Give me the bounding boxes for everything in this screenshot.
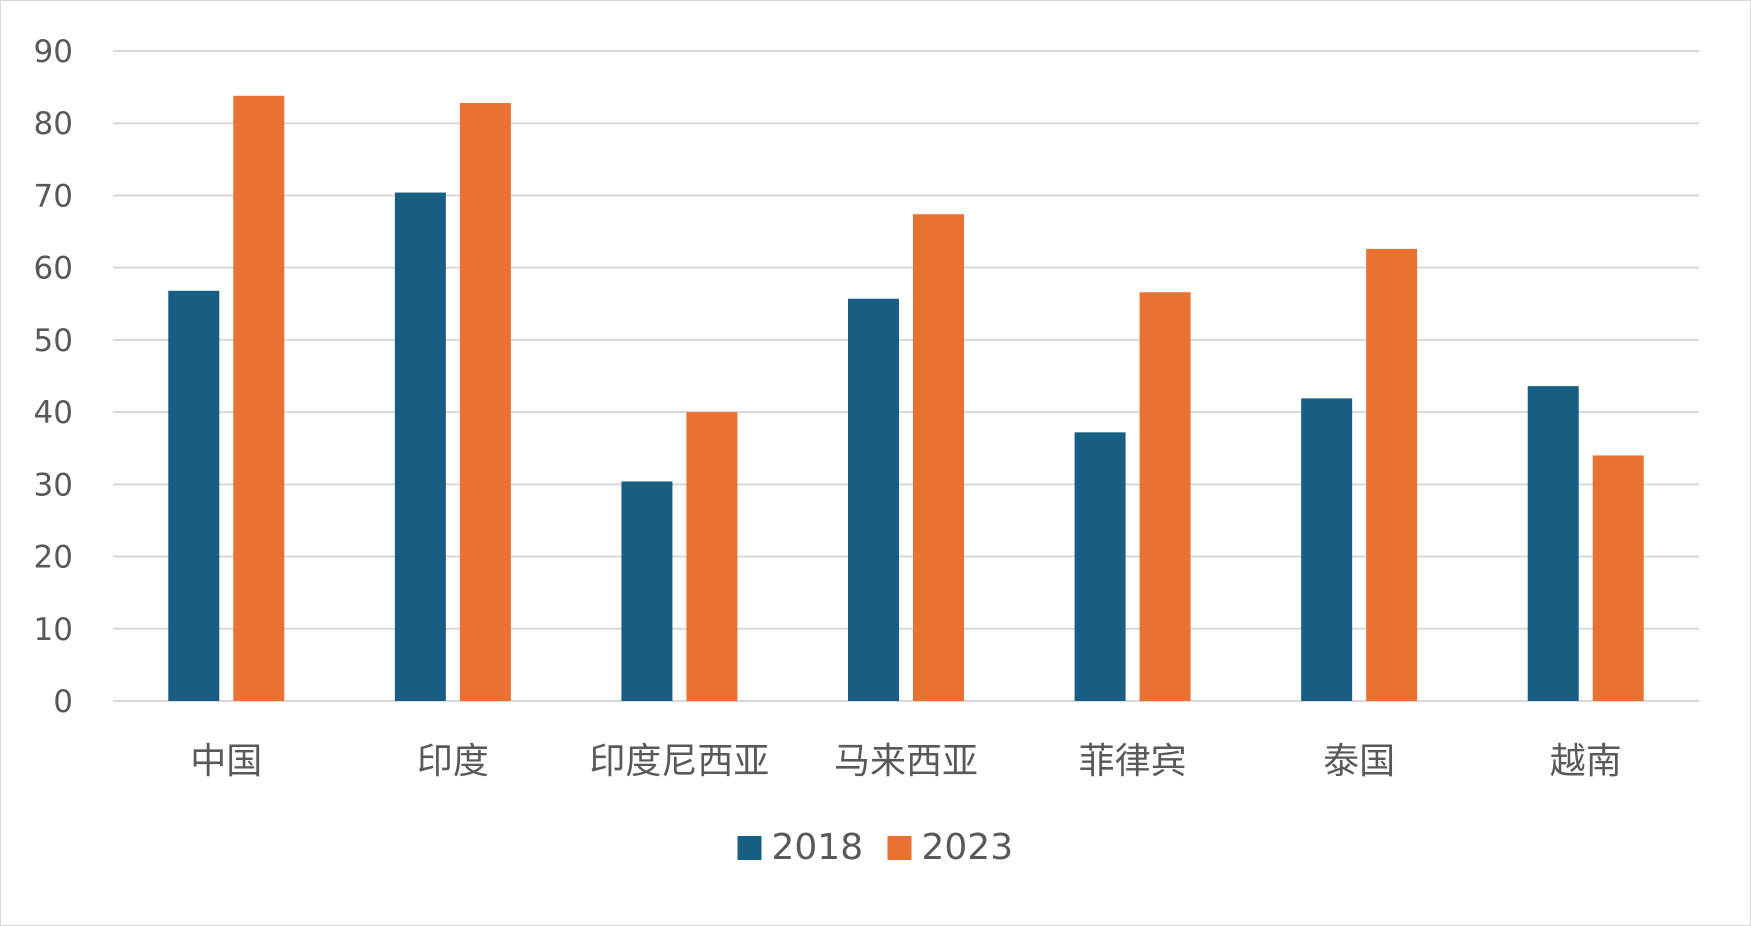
bars xyxy=(168,95,1644,702)
y-tick-label: 0 xyxy=(53,684,73,720)
bar-2023-4 xyxy=(1139,292,1191,701)
y-tick-label: 30 xyxy=(34,467,73,503)
x-category-label: 泰国 xyxy=(1323,741,1395,782)
bar-2023-0 xyxy=(233,95,285,702)
x-category-label: 菲律宾 xyxy=(1079,741,1187,782)
y-axis-ticks: 0 10 20 30 40 50 60 70 80 90 xyxy=(34,34,73,720)
bar-2023-5 xyxy=(1366,248,1418,701)
bar-2018-6 xyxy=(1527,386,1579,701)
y-tick-label: 80 xyxy=(34,106,73,142)
y-tick-label: 20 xyxy=(34,540,73,576)
legend: 2018 2023 xyxy=(737,827,1014,868)
bar-2018-2 xyxy=(621,481,673,701)
x-category-label: 中国 xyxy=(190,741,262,782)
bar-2018-5 xyxy=(1301,398,1353,701)
y-tick-label: 40 xyxy=(34,395,73,431)
y-tick-label: 90 xyxy=(34,34,73,70)
bar-2018-0 xyxy=(168,290,220,701)
legend-swatch-2018 xyxy=(737,836,762,860)
x-category-label: 印度尼西亚 xyxy=(589,741,769,782)
gridlines xyxy=(113,50,1699,702)
y-tick-label: 60 xyxy=(34,251,73,287)
y-tick-label: 10 xyxy=(34,612,73,648)
x-category-label: 马来西亚 xyxy=(834,741,978,782)
legend-label: 2023 xyxy=(922,827,1014,868)
y-tick-label: 50 xyxy=(34,323,73,359)
bar-2018-1 xyxy=(394,192,446,702)
bar-2018-3 xyxy=(848,298,899,701)
x-category-label: 印度 xyxy=(417,741,489,782)
bar-2018-4 xyxy=(1074,432,1126,701)
legend-label: 2018 xyxy=(772,827,864,868)
x-category-label: 越南 xyxy=(1550,741,1622,782)
bar-2023-1 xyxy=(459,103,511,701)
bar-2023-3 xyxy=(913,214,964,701)
y-tick-label: 70 xyxy=(34,178,73,214)
bar-2023-2 xyxy=(686,412,738,701)
x-axis-categories: 中国 印度 印度尼西亚 马来西亚 菲律宾 泰国 越南 xyxy=(190,741,1621,782)
bar-2023-6 xyxy=(1592,455,1644,701)
legend-swatch-2023 xyxy=(887,836,912,860)
